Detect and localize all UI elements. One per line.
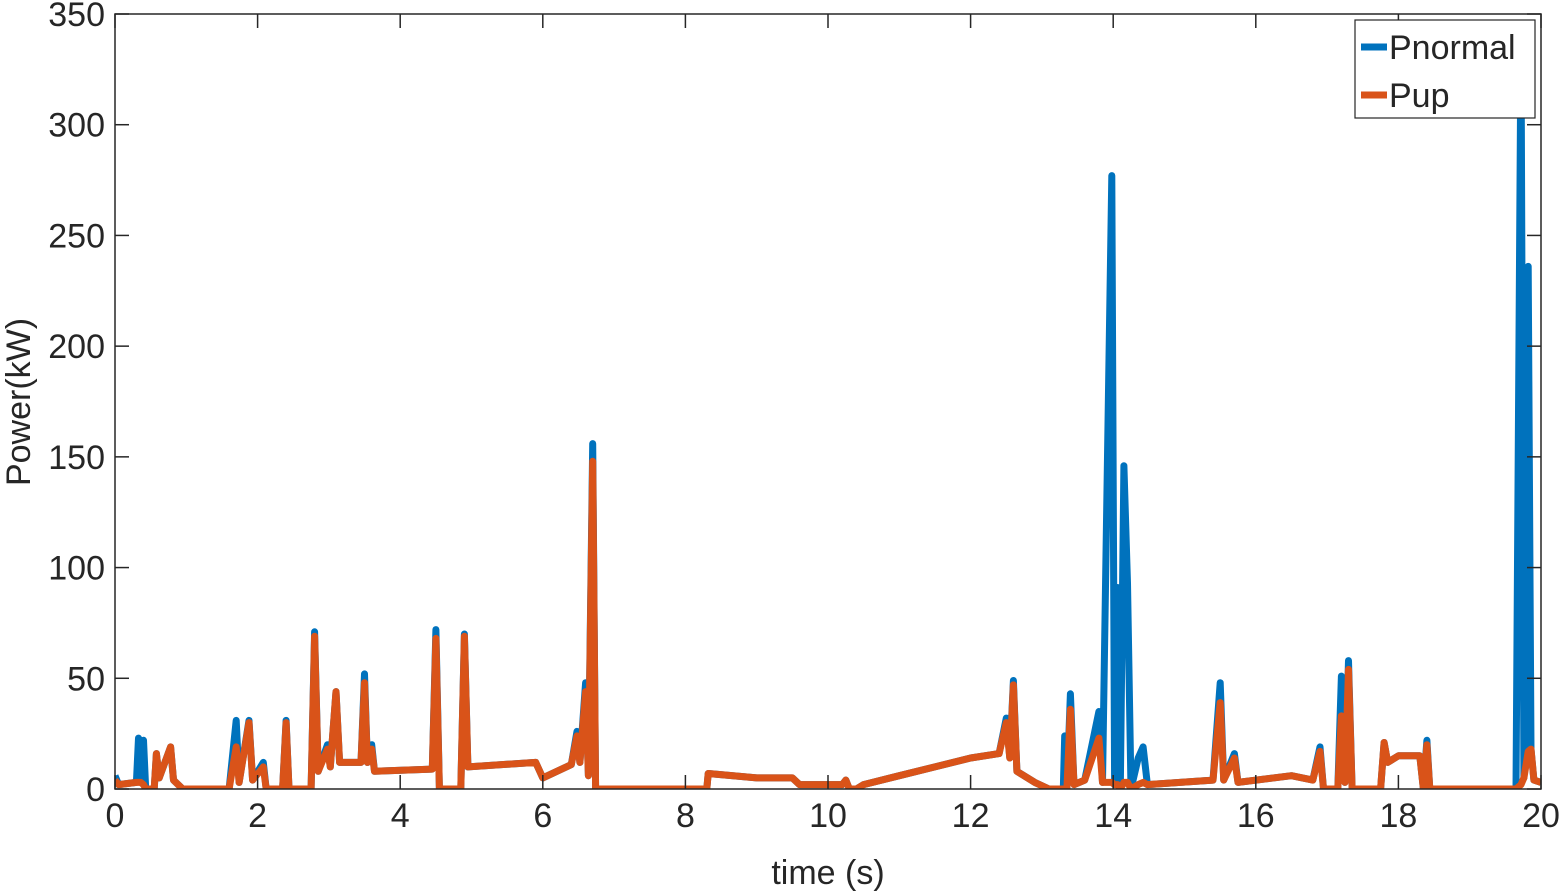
x-tick-label: 2 bbox=[248, 797, 267, 835]
y-tick-label: 250 bbox=[48, 217, 105, 255]
y-tick-label: 0 bbox=[86, 771, 105, 809]
plot-area bbox=[115, 32, 1541, 789]
y-tick-label: 150 bbox=[48, 439, 105, 477]
x-tick-label: 12 bbox=[952, 797, 990, 835]
x-tick-label: 6 bbox=[533, 797, 552, 835]
x-tick-label: 18 bbox=[1379, 797, 1417, 835]
legend-label: Pup bbox=[1389, 77, 1450, 115]
y-tick-label: 300 bbox=[48, 107, 105, 145]
series-line bbox=[115, 32, 1541, 789]
x-tick-label: 16 bbox=[1237, 797, 1275, 835]
series-line bbox=[115, 457, 1541, 789]
x-tick-label: 10 bbox=[809, 797, 847, 835]
legend-box bbox=[1354, 19, 1536, 119]
x-tick-label: 4 bbox=[391, 797, 410, 835]
y-tick-label: 200 bbox=[48, 328, 105, 366]
y-tick-label: 100 bbox=[48, 550, 105, 588]
x-tick-label: 8 bbox=[676, 797, 695, 835]
y-tick-label: 350 bbox=[48, 0, 105, 34]
y-axis-label: Power(kW) bbox=[0, 318, 38, 486]
x-tick-label: 14 bbox=[1094, 797, 1132, 835]
y-tick-label: 50 bbox=[67, 660, 105, 698]
x-tick-label: 0 bbox=[106, 797, 125, 835]
axes-box bbox=[114, 13, 1542, 790]
legend-label: Pnormal bbox=[1389, 29, 1516, 67]
x-tick-label: 20 bbox=[1522, 797, 1560, 835]
x-axis-label: time (s) bbox=[771, 854, 884, 892]
